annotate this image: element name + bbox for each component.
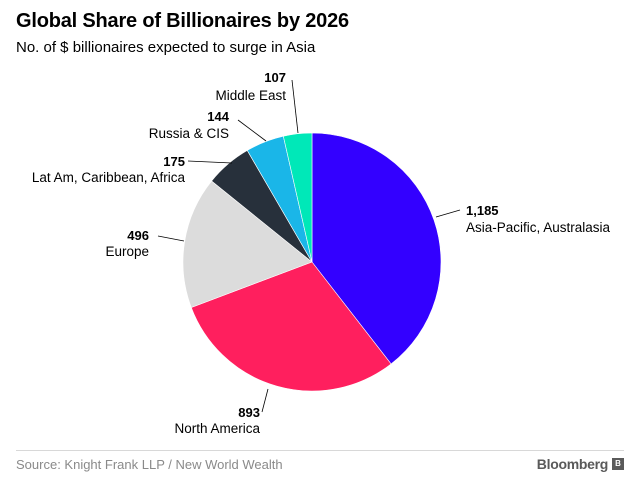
value-europe: 496 bbox=[127, 228, 149, 243]
name-middle-east: Middle East bbox=[215, 88, 286, 103]
name-north-america: North America bbox=[174, 421, 260, 436]
slice-middle-east bbox=[282, 132, 313, 263]
leader-north-america bbox=[261, 388, 269, 413]
label-europe: 496 Europe bbox=[105, 228, 185, 259]
brand-text: Bloomberg bbox=[536, 456, 609, 472]
name-europe: Europe bbox=[105, 244, 149, 259]
chart-title: Global Share of Billionaires by 2026 bbox=[16, 10, 349, 32]
leader-middle-east bbox=[291, 79, 299, 134]
leader-europe bbox=[157, 235, 185, 242]
label-middle-east: 107 Middle East bbox=[215, 70, 299, 134]
value-russia-cis: 144 bbox=[207, 109, 229, 124]
label-lat-am: 175 Lat Am, Caribbean, Africa bbox=[32, 154, 233, 185]
value-lat-am: 175 bbox=[163, 154, 185, 169]
brand-mark-icon: B bbox=[612, 458, 624, 470]
footer-divider bbox=[16, 450, 624, 451]
slice-asia-pacific bbox=[311, 132, 442, 365]
brand-logo: Bloomberg B bbox=[537, 456, 624, 472]
leader-russia-cis bbox=[237, 119, 267, 142]
leader-lat-am bbox=[187, 160, 233, 164]
value-middle-east: 107 bbox=[264, 70, 286, 85]
chart-subtitle: No. of $ billionaires expected to surge … bbox=[16, 39, 316, 56]
slice-north-america bbox=[190, 261, 392, 392]
label-russia-cis: 144 Russia & CIS bbox=[149, 109, 267, 142]
source-note: Source: Knight Frank LLP / New World Wea… bbox=[16, 457, 283, 472]
name-asia-pacific: Asia-Pacific, Australasia bbox=[466, 220, 611, 235]
pie-slices bbox=[182, 132, 442, 392]
leader-asia-pacific bbox=[435, 209, 461, 218]
name-russia-cis: Russia & CIS bbox=[149, 126, 229, 141]
value-asia-pacific: 1,185 bbox=[466, 203, 499, 218]
name-lat-am: Lat Am, Caribbean, Africa bbox=[32, 170, 186, 185]
value-north-america: 893 bbox=[238, 405, 260, 420]
slice-europe bbox=[182, 180, 313, 308]
label-asia-pacific: 1,185 Asia-Pacific, Australasia bbox=[435, 203, 611, 235]
label-north-america: 893 North America bbox=[174, 388, 269, 436]
